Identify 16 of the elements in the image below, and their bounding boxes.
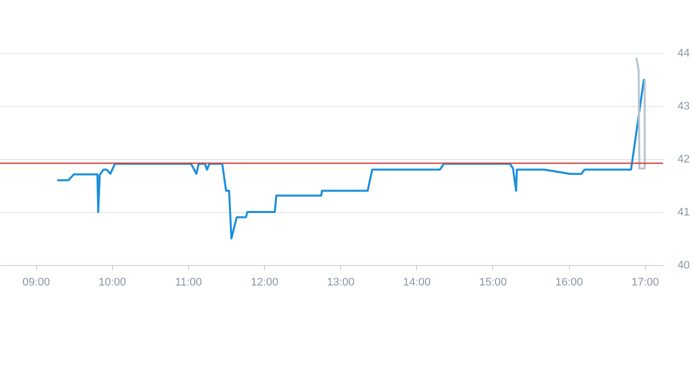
x-tick-label: 15:00	[479, 276, 507, 288]
x-tick-label: 11:00	[175, 276, 202, 288]
x-tick-label: 12:00	[250, 276, 278, 288]
y-tick-label: 43	[678, 100, 690, 112]
line-series	[56, 78, 645, 240]
x-tick-label: 16:00	[555, 276, 583, 288]
line-series	[635, 56, 646, 170]
x-tick-label: 10:00	[98, 276, 126, 288]
y-tick-label: 41	[678, 206, 690, 218]
y-tick-label: 44	[678, 48, 690, 60]
x-tick-label: 14:00	[403, 276, 431, 288]
x-tick-label: 09:00	[22, 276, 50, 288]
y-tick-label: 42	[678, 154, 690, 166]
x-tick-label: 13:00	[326, 276, 355, 288]
y-tick-label: 40	[678, 260, 690, 272]
x-tick-label: 17:00	[631, 276, 659, 288]
